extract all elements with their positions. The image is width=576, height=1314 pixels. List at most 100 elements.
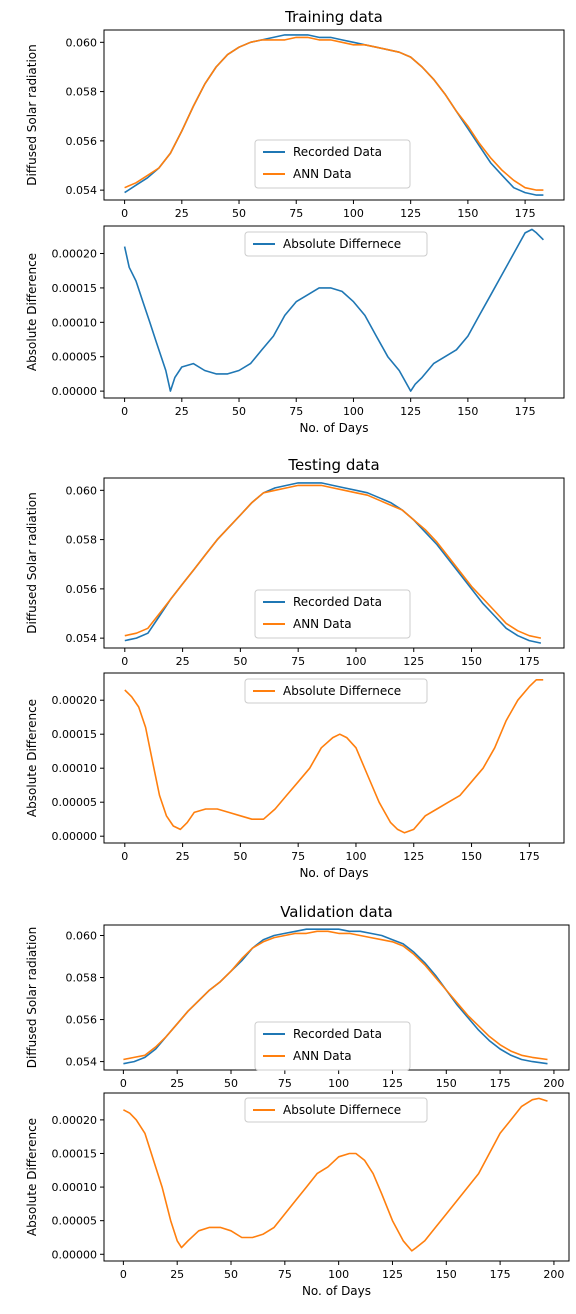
x-tick-label: 175	[519, 655, 540, 668]
x-tick-label: 125	[382, 1077, 403, 1090]
legend-label: Absolute Differnece	[283, 1103, 401, 1117]
x-tick-label: 0	[121, 850, 128, 863]
x-tick-label: 125	[400, 207, 421, 220]
x-tick-label: 0	[121, 207, 128, 220]
legend-label: Absolute Differnece	[283, 237, 401, 251]
x-tick-label: 50	[224, 1268, 238, 1281]
x-tick-label: 150	[436, 1268, 457, 1281]
legend-label: ANN Data	[293, 167, 352, 181]
legend-label: Recorded Data	[293, 1027, 382, 1041]
x-tick-label: 75	[278, 1077, 292, 1090]
legend: Recorded Data ANN Data	[255, 1022, 410, 1070]
x-tick-label: 25	[175, 405, 189, 418]
x-tick-label: 75	[291, 850, 305, 863]
y-axis-label: Absolute Difference	[25, 253, 39, 371]
legend: Absolute Differnece	[245, 679, 427, 703]
y-tick-label: 0.058	[66, 972, 98, 985]
y-tick-label: 0.054	[66, 1056, 98, 1069]
x-tick-label: 175	[490, 1268, 511, 1281]
x-tick-label: 0	[121, 655, 128, 668]
x-axis-label: No. of Days	[299, 421, 368, 435]
y-tick-label: 0.058	[66, 86, 98, 99]
x-tick-label: 150	[457, 405, 478, 418]
y-tick-label: 0.056	[66, 135, 98, 148]
legend-label: ANN Data	[293, 617, 352, 631]
x-tick-label: 75	[291, 655, 305, 668]
x-tick-label: 100	[328, 1077, 349, 1090]
y-tick-label: 0.060	[66, 36, 98, 49]
x-tick-label: 50	[224, 1077, 238, 1090]
x-tick-label: 125	[403, 655, 424, 668]
legend-label: Recorded Data	[293, 145, 382, 159]
x-tick-label: 200	[543, 1077, 564, 1090]
x-tick-label: 25	[175, 207, 189, 220]
x-tick-label: 125	[400, 405, 421, 418]
y-axis-label: Absolute Difference	[25, 699, 39, 817]
y-tick-label: 0.00010	[52, 316, 98, 329]
x-tick-label: 100	[343, 207, 364, 220]
chart-title: Training data	[284, 8, 383, 26]
x-tick-label: 75	[289, 405, 303, 418]
y-tick-label: 0.00010	[52, 762, 98, 775]
y-axis-label: Diffused Solar radiation	[25, 927, 39, 1069]
x-tick-label: 150	[457, 207, 478, 220]
y-tick-label: 0.00005	[52, 351, 98, 364]
x-tick-label: 125	[403, 850, 424, 863]
x-tick-label: 75	[289, 207, 303, 220]
x-tick-label: 175	[490, 1077, 511, 1090]
x-tick-label: 150	[461, 850, 482, 863]
y-tick-label: 0.00015	[52, 282, 98, 295]
y-tick-label: 0.00000	[52, 1248, 98, 1261]
x-tick-label: 100	[345, 655, 366, 668]
x-tick-label: 100	[343, 405, 364, 418]
x-tick-label: 50	[232, 405, 246, 418]
x-tick-label: 25	[170, 1268, 184, 1281]
x-tick-label: 175	[515, 207, 536, 220]
x-axis-label: No. of Days	[299, 866, 368, 880]
y-tick-label: 0.00020	[52, 694, 98, 707]
legend-label: Recorded Data	[293, 595, 382, 609]
x-tick-label: 100	[345, 850, 366, 863]
y-tick-label: 0.00000	[52, 830, 98, 843]
y-axis-label: Diffused Solar radiation	[25, 492, 39, 634]
y-tick-label: 0.056	[66, 1014, 98, 1027]
x-tick-label: 175	[519, 850, 540, 863]
y-tick-label: 0.060	[66, 484, 98, 497]
y-tick-label: 0.00020	[52, 248, 98, 261]
y-tick-label: 0.054	[66, 184, 98, 197]
legend-label: Absolute Differnece	[283, 684, 401, 698]
subplot-5: Validation data 0 25 50 75 100 125 150 175 200 0.0…	[25, 903, 569, 1090]
x-axis-label: No. of Days	[302, 1284, 371, 1298]
x-tick-label: 175	[515, 405, 536, 418]
x-tick-label: 25	[170, 1077, 184, 1090]
y-tick-label: 0.058	[66, 534, 98, 547]
x-tick-label: 50	[233, 655, 247, 668]
legend: Recorded Data ANN Data	[255, 140, 410, 188]
y-tick-label: 0.00005	[52, 796, 98, 809]
subplot-3: Testing data 0 25 50 75 100 125 150 175 0.054 0.05…	[25, 456, 564, 668]
chart-title: Testing data	[287, 456, 379, 474]
x-tick-label: 0	[120, 1077, 127, 1090]
subplot-2: 0 25 50 75 100 125 150 175 0.00000 0.00005 0.00010…	[25, 226, 564, 435]
x-tick-label: 0	[121, 405, 128, 418]
x-tick-label: 50	[232, 207, 246, 220]
y-tick-label: 0.054	[66, 632, 98, 645]
y-axis-label: Absolute Difference	[25, 1118, 39, 1236]
y-tick-label: 0.00010	[52, 1181, 98, 1194]
y-tick-label: 0.00020	[52, 1114, 98, 1127]
x-tick-label: 75	[278, 1268, 292, 1281]
y-tick-label: 0.060	[66, 930, 98, 943]
x-tick-label: 200	[543, 1268, 564, 1281]
y-tick-label: 0.00005	[52, 1215, 98, 1228]
x-tick-label: 125	[382, 1268, 403, 1281]
x-tick-label: 50	[233, 850, 247, 863]
y-axis-label: Diffused Solar radiation	[25, 44, 39, 186]
x-tick-label: 150	[436, 1077, 457, 1090]
chart-title: Validation data	[280, 903, 393, 921]
legend: Absolute Differnece	[245, 1098, 427, 1122]
subplot-4: 0 25 50 75 100 125 150 175 0.00000 0.00005 0.00010…	[25, 673, 564, 880]
y-tick-label: 0.056	[66, 583, 98, 596]
x-tick-label: 0	[120, 1268, 127, 1281]
subplot-6: 0 25 50 75 100 125 150 175 200 0.00000 0.00005 0.00…	[25, 1093, 569, 1298]
